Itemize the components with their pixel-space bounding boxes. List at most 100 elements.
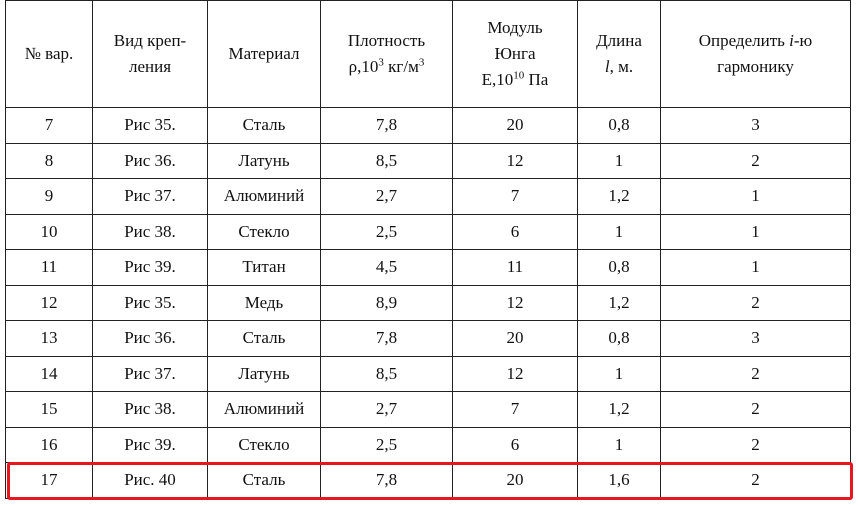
table-cell: 2,7 xyxy=(320,178,453,215)
table-cell: 13 xyxy=(5,320,93,357)
table-row: 10 Рис 38. Стекло 2,5 6 1 1 xyxy=(5,213,851,250)
header-row: № вар. Вид креп-ления Материал Плотность ρ,1… xyxy=(5,0,851,108)
table-cell: 6 xyxy=(452,213,578,250)
table-body: 7 Рис 35. Сталь 7,8 20 0,8 3 8 Рис 36. Латунь 8,5 1… xyxy=(5,107,851,499)
table-cell: 2,7 xyxy=(320,391,453,428)
table-row: 8 Рис 36. Латунь 8,5 12 1 2 xyxy=(5,142,851,179)
table-row: 16 Рис 39. Стекло 2,5 6 1 2 xyxy=(5,426,851,463)
header-cell: Длина l, м. xyxy=(577,0,661,108)
table-cell: 8,5 xyxy=(320,142,453,179)
table-cell: Медь xyxy=(207,284,321,321)
table-cell: Рис 39. xyxy=(92,426,208,463)
table-cell: Рис 36. xyxy=(92,142,208,179)
table-cell: 9 xyxy=(5,178,93,215)
table-cell: Алюминий xyxy=(207,391,321,428)
header-text: l xyxy=(604,57,610,76)
table-cell: 1,2 xyxy=(577,391,661,428)
table-cell: Рис 39. xyxy=(92,249,208,286)
table-cell: Рис 36. xyxy=(92,320,208,357)
header-text: Юнга xyxy=(494,44,536,63)
table-cell: 7 xyxy=(452,391,578,428)
table-cell: 8,5 xyxy=(320,355,453,392)
header-cell: Плотность ρ,103 кг/м3 xyxy=(320,0,453,108)
table-row: 14 Рис 37. Латунь 8,5 12 1 2 xyxy=(5,355,851,392)
table-row: 17 Рис. 40 Сталь 7,8 20 1,6 2 xyxy=(5,462,851,499)
header-cell: Вид креп-ления xyxy=(92,0,208,108)
header-text: № вар. xyxy=(24,44,74,63)
table-cell: 11 xyxy=(5,249,93,286)
header-line: E,1010 Па xyxy=(453,67,577,93)
table-cell: 20 xyxy=(452,320,578,357)
header-text: Плотность xyxy=(347,31,426,50)
table-cell: Рис 35. xyxy=(92,284,208,321)
table-cell: Стекло xyxy=(207,426,321,463)
header-line: Определить i-ю xyxy=(661,28,850,54)
header-line: Вид креп- xyxy=(93,28,207,54)
header-text: Модуль xyxy=(487,18,543,37)
table-cell: 8,9 xyxy=(320,284,453,321)
header-text: Длина xyxy=(596,31,642,50)
table-cell: 1 xyxy=(660,178,851,215)
table-cell: 4,5 xyxy=(320,249,453,286)
table-cell: 0,8 xyxy=(577,249,661,286)
header-text: ρ,10 xyxy=(348,57,379,76)
table-cell: Сталь xyxy=(207,320,321,357)
header-text: Определить xyxy=(698,31,790,50)
header-text: Па xyxy=(524,70,549,89)
table-cell: 1 xyxy=(577,426,661,463)
header-text: кг/м xyxy=(383,57,419,76)
table-cell: Стекло xyxy=(207,213,321,250)
table-cell: 0,8 xyxy=(577,320,661,357)
table-cell: 1 xyxy=(577,213,661,250)
table-cell: 3 xyxy=(660,320,851,357)
header-line: l, м. xyxy=(578,54,660,80)
table-cell: Рис 35. xyxy=(92,107,208,144)
table-row: 12 Рис 35. Медь 8,9 12 1,2 2 xyxy=(5,284,851,321)
table-cell: Рис 38. xyxy=(92,391,208,428)
table-cell: 2 xyxy=(660,391,851,428)
table-cell: 16 xyxy=(5,426,93,463)
table-cell: 11 xyxy=(452,249,578,286)
table-row: 11 Рис 39. Титан 4,5 11 0,8 1 xyxy=(5,249,851,286)
table-cell: 2 xyxy=(660,426,851,463)
header-line: Длина xyxy=(578,28,660,54)
table-cell: 2 xyxy=(660,284,851,321)
header-text: 10 xyxy=(513,69,525,82)
header-line: Плотность xyxy=(321,28,452,54)
table-cell: 6 xyxy=(452,426,578,463)
table-cell: 1 xyxy=(660,249,851,286)
table-cell: 12 xyxy=(452,284,578,321)
table-cell: Сталь xyxy=(207,107,321,144)
table-cell: Рис. 40 xyxy=(92,462,208,499)
table-row: 9 Рис 37. Алюминий 2,7 7 1,2 1 xyxy=(5,178,851,215)
table-cell: 7,8 xyxy=(320,320,453,357)
table-row: 13 Рис 36. Сталь 7,8 20 0,8 3 xyxy=(5,320,851,357)
table-cell: 2 xyxy=(660,142,851,179)
header-text: , м. xyxy=(609,57,634,76)
table-cell: 1,6 xyxy=(577,462,661,499)
table-cell: 2 xyxy=(660,355,851,392)
table-cell: 12 xyxy=(452,355,578,392)
header-cell: Определить i-ю гармонику xyxy=(660,0,851,108)
header-line: Юнга xyxy=(453,41,577,67)
header-text: Материал xyxy=(228,44,300,63)
table-cell: 1 xyxy=(577,142,661,179)
table-cell: 14 xyxy=(5,355,93,392)
table-cell: Титан xyxy=(207,249,321,286)
table-cell: Рис 37. xyxy=(92,178,208,215)
table-cell: 2 xyxy=(660,462,851,499)
table-row: 15 Рис 38. Алюминий 2,7 7 1,2 2 xyxy=(5,391,851,428)
table-cell: Алюминий xyxy=(207,178,321,215)
table-cell: 8 xyxy=(5,142,93,179)
table-cell: 17 xyxy=(5,462,93,499)
header-text: Вид креп- xyxy=(113,31,187,50)
header-text: E,10 xyxy=(481,70,514,89)
table-cell: Сталь xyxy=(207,462,321,499)
header-line: Модуль xyxy=(453,15,577,41)
header-text: i xyxy=(789,31,794,50)
header-text: ления xyxy=(128,57,172,76)
table-cell: 1,2 xyxy=(577,284,661,321)
header-line: гармонику xyxy=(661,54,850,80)
header-line: ρ,103 кг/м3 xyxy=(321,54,452,80)
